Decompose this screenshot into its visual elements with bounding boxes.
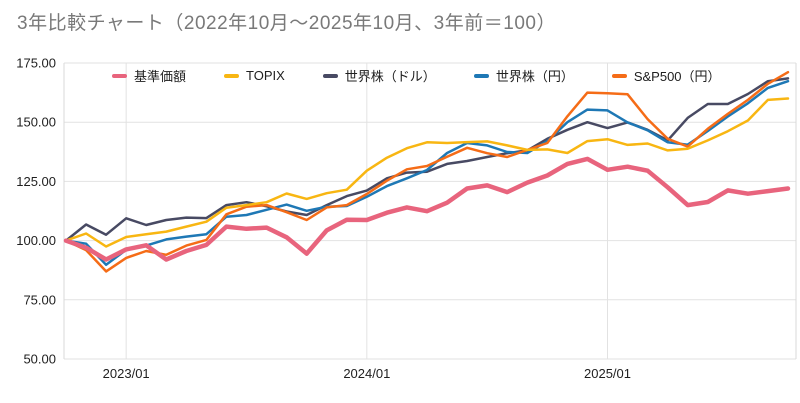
series-line-世界株（ドル）[interactable] bbox=[64, 77, 790, 242]
legend-item-3[interactable]: 世界株（円） bbox=[473, 66, 574, 85]
y-axis-tick-label: 150.00 bbox=[16, 115, 56, 130]
y-axis-tick-label: 175.00 bbox=[16, 56, 56, 71]
legend-label: TOPIX bbox=[246, 68, 285, 83]
chart-title: 3年比較チャート（2022年10月～2025年10月、3年前＝100） bbox=[17, 13, 556, 34]
legend-label: 基準価額 bbox=[134, 69, 187, 84]
y-axis-tick-label: 100.00 bbox=[16, 233, 56, 248]
legend-item-0[interactable]: 基準価額 bbox=[112, 66, 186, 85]
legend-item-4[interactable]: S&P500（円） bbox=[611, 66, 721, 85]
legend-swatch-icon bbox=[112, 73, 127, 78]
legend-label: S&P500（円） bbox=[633, 69, 721, 84]
legend-swatch-icon bbox=[611, 73, 627, 78]
legend-item-1[interactable]: TOPIX bbox=[224, 68, 285, 83]
y-axis-tick-label: 50.00 bbox=[23, 352, 56, 367]
legend-swatch-icon bbox=[224, 73, 240, 78]
x-axis-tick-label: 2024/01 bbox=[343, 366, 390, 381]
x-axis-tick-label: 2023/01 bbox=[103, 366, 150, 381]
series-line-世界株（円）[interactable] bbox=[64, 79, 790, 267]
series-line-S&P500（円）[interactable] bbox=[64, 70, 790, 273]
chart-legend: 基準価額 TOPIX 世界株（ドル） 世界株（円） S&P500（円） bbox=[112, 66, 721, 85]
y-axis-tick-label: 125.00 bbox=[16, 174, 56, 189]
series-line-基準価額[interactable] bbox=[63, 156, 791, 262]
y-axis-tick-label: 75.00 bbox=[23, 292, 56, 307]
legend-label: 世界株（円） bbox=[495, 69, 574, 84]
series-line-TOPIX[interactable] bbox=[64, 97, 790, 248]
legend-swatch-icon bbox=[473, 73, 489, 78]
legend-item-2[interactable]: 世界株（ドル） bbox=[322, 66, 436, 85]
legend-swatch-icon bbox=[322, 73, 338, 78]
legend-label: 世界株（ドル） bbox=[344, 69, 436, 84]
x-axis-tick-label: 2025/01 bbox=[584, 366, 631, 381]
